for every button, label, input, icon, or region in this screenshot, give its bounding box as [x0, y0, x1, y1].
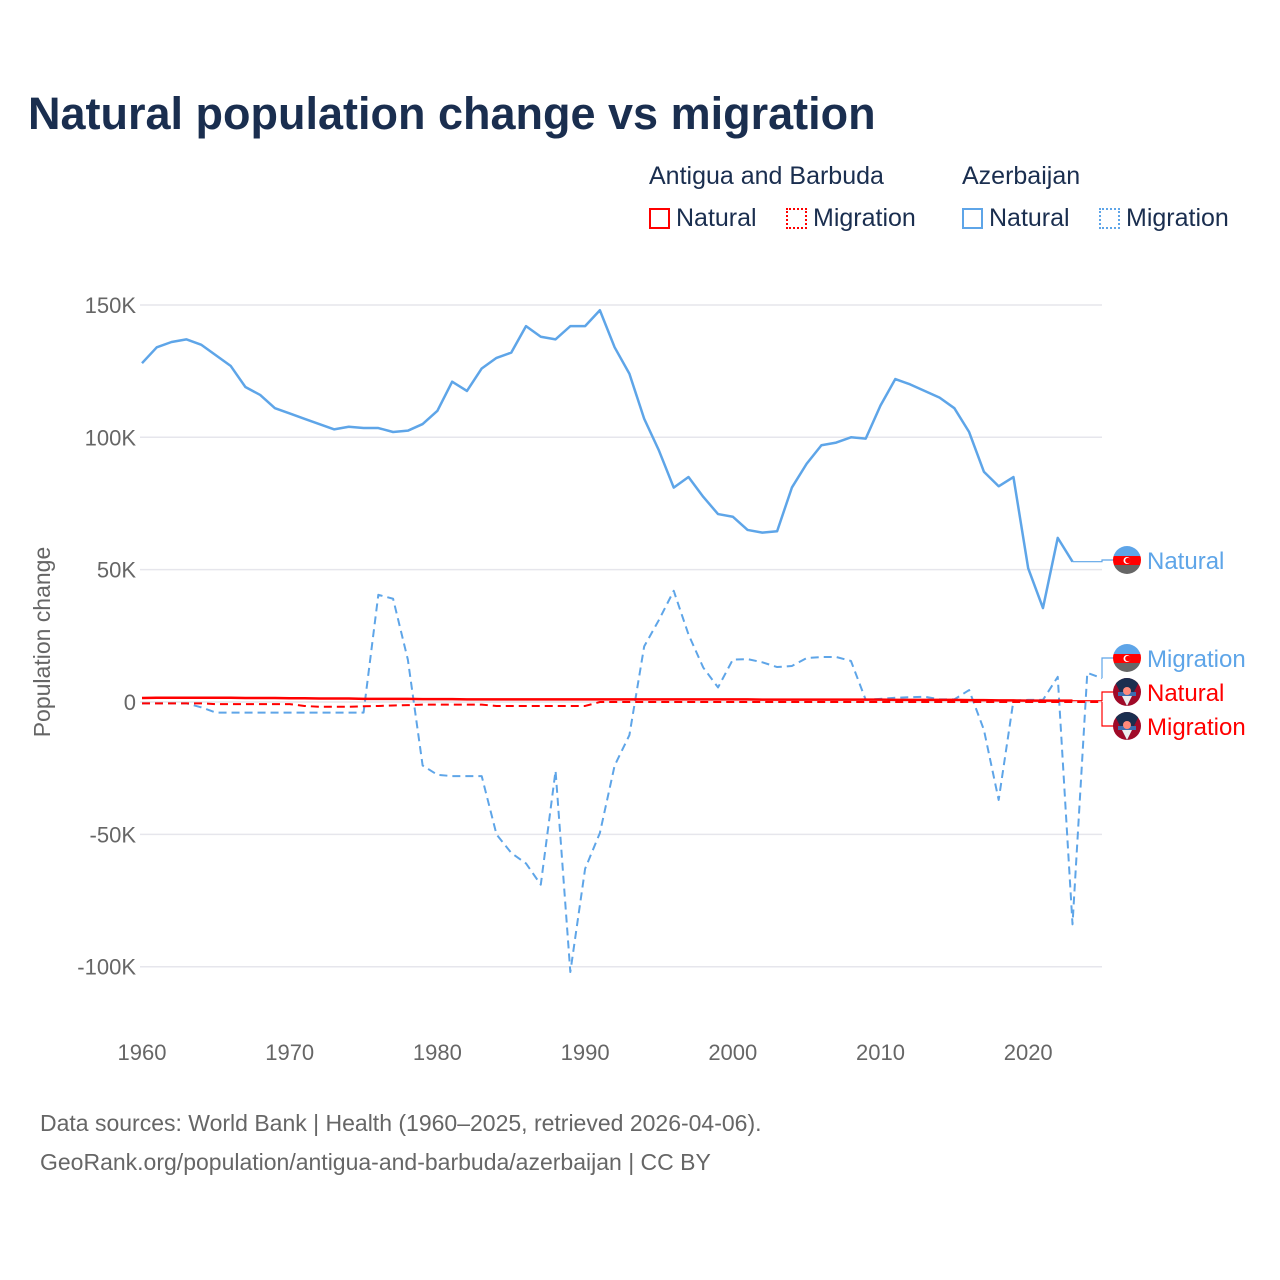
y-tick-label: 0 [124, 690, 136, 715]
series-line-antigua-and-barbuda-migration [142, 701, 1103, 708]
y-tick-label: 100K [85, 425, 137, 450]
crescent-cut [1125, 655, 1131, 662]
legend-swatch-dotted-red [786, 208, 807, 229]
flag-sun [1123, 721, 1131, 729]
flag-stripe [1113, 644, 1141, 654]
label-connector [1101, 701, 1114, 727]
y-tick-label: -50K [90, 822, 137, 847]
y-tick-label: 150K [85, 293, 137, 318]
end-label: Natural [1147, 680, 1224, 707]
flag-sun [1123, 687, 1131, 695]
antigua-flag-icon [1113, 678, 1141, 706]
x-tick-label: 2020 [1004, 1040, 1053, 1065]
flag-white [1122, 696, 1132, 706]
flag-stripe [1113, 663, 1141, 672]
y-axis-label: Population change [29, 547, 55, 738]
x-tick-label: 2000 [708, 1040, 757, 1065]
legend-azerbaijan-migration[interactable]: Migration [1099, 204, 1229, 233]
end-label: Migration [1147, 646, 1246, 673]
legend-antigua-migration[interactable]: Migration [786, 204, 916, 233]
legend-label: Migration [813, 204, 916, 232]
azerbaijan-flag-icon [1113, 546, 1141, 574]
label-connector [1072, 691, 1114, 702]
flag-body [1113, 712, 1141, 740]
legend-label: Natural [989, 204, 1070, 232]
series-line-azerbaijan-migration [142, 589, 1103, 973]
crescent-cut [1125, 557, 1131, 564]
legend-antigua-natural[interactable]: Natural [649, 204, 757, 233]
label-connector [1072, 559, 1114, 563]
series-line-azerbaijan-natural [141, 308, 1074, 610]
source-line-1: Data sources: World Bank | Health (1960–… [40, 1110, 762, 1136]
legend-group-azerbaijan: Azerbaijan [962, 162, 1081, 190]
series-line-antigua-and-barbuda-natural [141, 696, 1073, 702]
end-label: Natural [1147, 548, 1224, 575]
legend-swatch-solid-red [649, 208, 670, 229]
legend-swatch-solid-blue [962, 208, 983, 229]
flag-body [1113, 546, 1141, 574]
end-label: Migration [1147, 714, 1246, 741]
azerbaijan-flag-icon [1113, 644, 1141, 672]
x-tick-label: 1970 [265, 1040, 314, 1065]
flag-body [1113, 644, 1141, 672]
x-tick-label: 1960 [118, 1040, 167, 1065]
legend-azerbaijan-natural[interactable]: Natural [962, 204, 1070, 233]
antigua-flag-icon [1113, 712, 1141, 740]
flag-stripe [1113, 565, 1141, 574]
legend-group-antigua: Antigua and Barbuda [649, 162, 884, 190]
x-tick-label: 1980 [413, 1040, 462, 1065]
chart-title: Natural population change vs migration [28, 88, 876, 139]
flag-body [1113, 678, 1141, 706]
y-tick-label: -100K [77, 955, 136, 980]
legend-label: Migration [1126, 204, 1229, 232]
flag-stripe [1113, 546, 1141, 556]
label-connector [1101, 657, 1114, 679]
y-tick-label: 50K [97, 558, 136, 583]
source-line-2[interactable]: GeoRank.org/population/antigua-and-barbu… [40, 1149, 711, 1175]
x-tick-label: 2010 [856, 1040, 905, 1065]
x-tick-label: 1990 [561, 1040, 610, 1065]
legend-label: Natural [676, 204, 757, 232]
flag-white [1122, 730, 1132, 740]
legend-swatch-dotted-blue [1099, 208, 1120, 229]
